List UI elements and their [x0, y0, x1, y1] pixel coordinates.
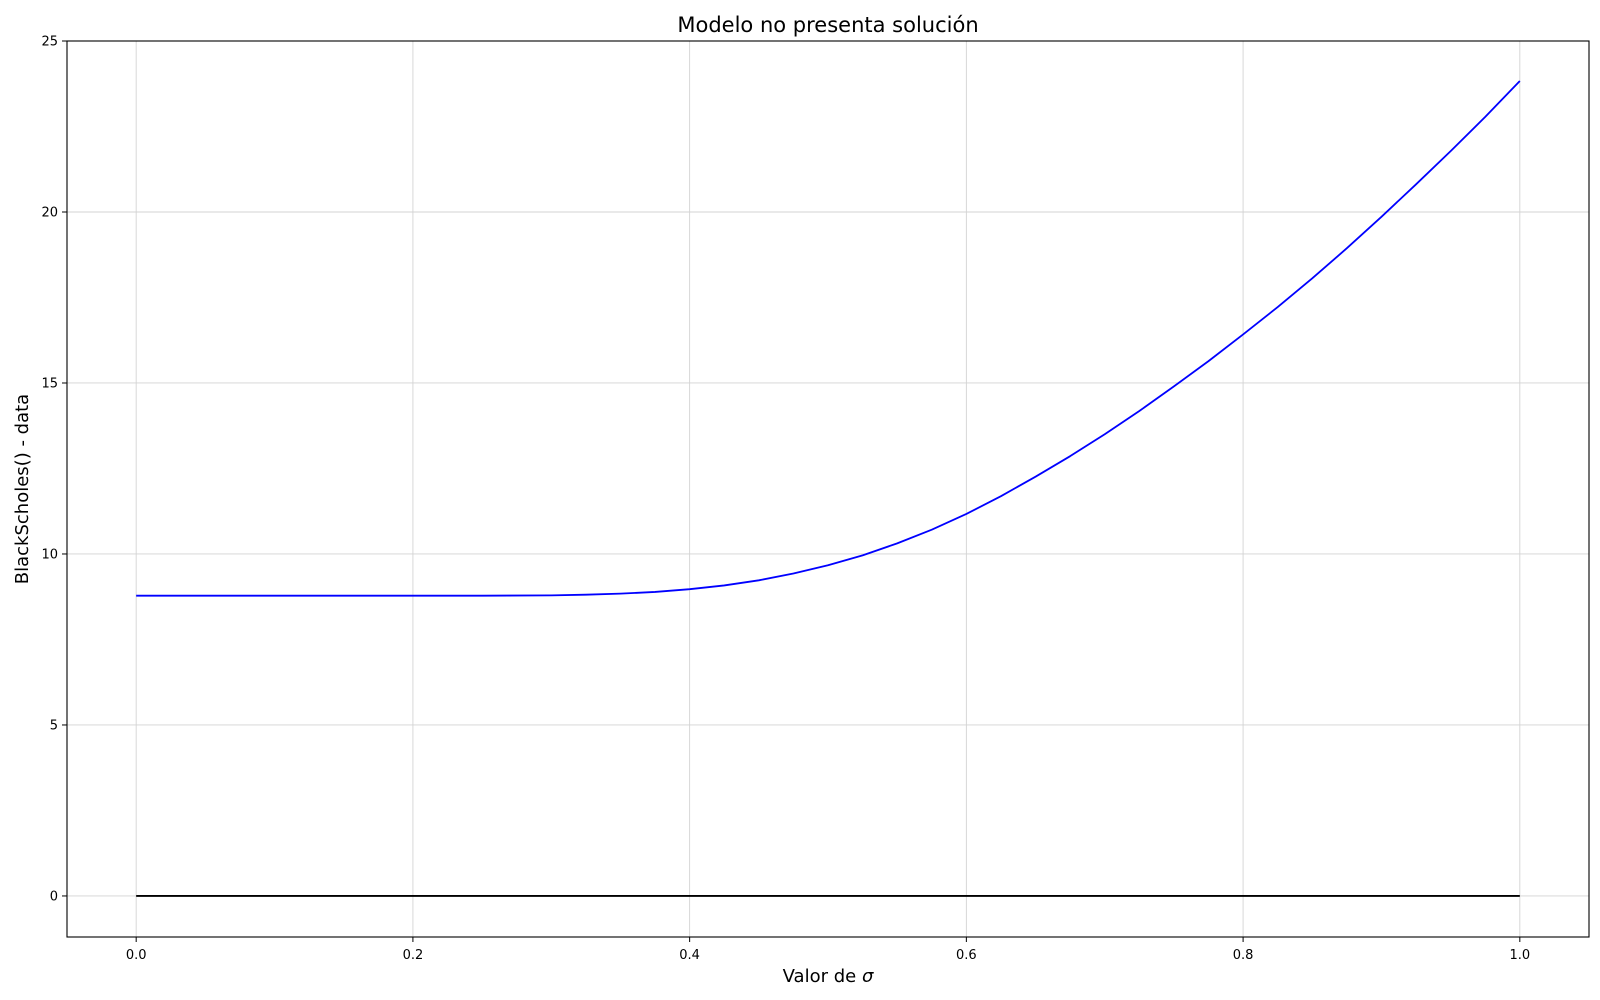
- chart-title: Modelo no presenta solución: [677, 13, 978, 37]
- y-tick-label: 25: [41, 35, 58, 50]
- y-tick-label: 20: [41, 205, 58, 220]
- x-tick-label: 1.0: [1509, 948, 1530, 963]
- x-tick-label: 0.6: [956, 948, 977, 963]
- x-tick-label: 0.8: [1233, 948, 1254, 963]
- ticks: 0.0 0.2 0.4 0.6 0.8 1.0 0 5 10 15 20 25: [41, 35, 1530, 964]
- y-tick-label: 15: [41, 376, 58, 391]
- y-tick-label: 10: [41, 547, 58, 562]
- series-layer: [136, 80, 1521, 897]
- y-tick-label: 0: [50, 889, 58, 904]
- grid-lines: [67, 40, 1589, 937]
- x-tick-label: 0.4: [679, 948, 700, 963]
- x-tick-label: 0.0: [126, 948, 147, 963]
- x-axis-label-symbol: σ: [862, 966, 874, 987]
- x-tick-label: 0.2: [403, 948, 424, 963]
- x-axis-label: Valor de σ: [783, 966, 874, 987]
- x-axis-label-text: Valor de: [783, 966, 862, 987]
- y-tick-label: 5: [50, 718, 58, 733]
- plot-frame: [66, 40, 1590, 938]
- series-line-blackscholes: [136, 80, 1521, 597]
- y-axis-label: BlackScholes() - data: [12, 394, 33, 584]
